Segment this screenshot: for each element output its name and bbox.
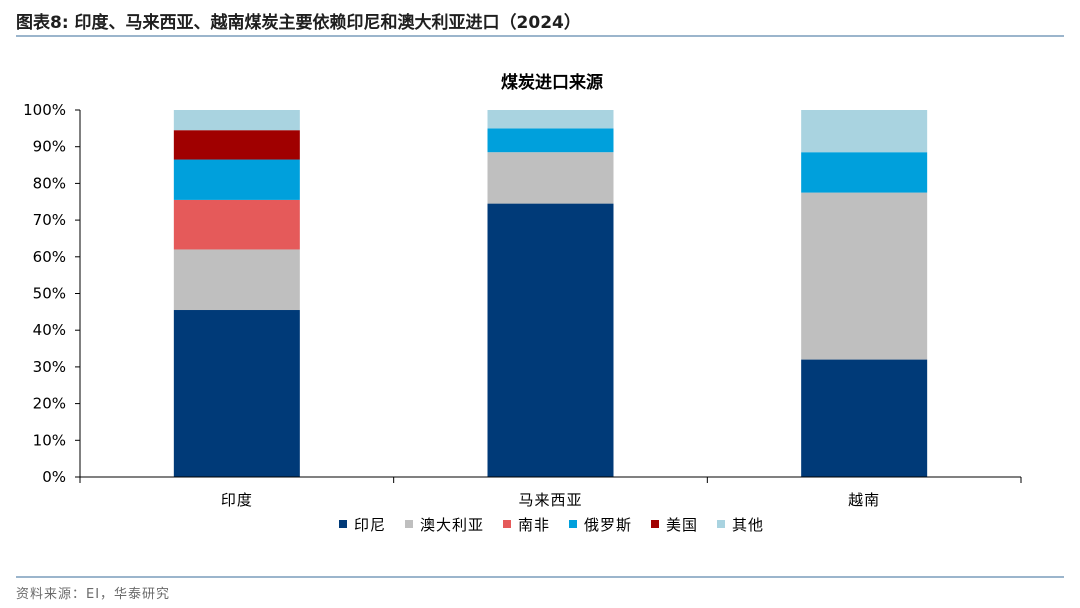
legend-swatch-1 bbox=[405, 520, 413, 528]
y-tick-label: 60% bbox=[33, 248, 66, 266]
chart-title: 煤炭进口来源 bbox=[501, 72, 603, 93]
bar-segment-2-1 bbox=[801, 192, 928, 360]
y-tick-label: 40% bbox=[33, 321, 66, 339]
legend-label-1: 澳大利亚 bbox=[420, 516, 484, 534]
y-tick-label: 90% bbox=[33, 138, 66, 156]
y-tick-label: 70% bbox=[33, 211, 66, 229]
y-tick-label: 30% bbox=[33, 358, 66, 376]
legend-label-2: 南非 bbox=[518, 516, 550, 534]
legend-label-4: 美国 bbox=[666, 516, 698, 534]
y-tick-label: 50% bbox=[33, 285, 66, 303]
x-category-label: 越南 bbox=[848, 491, 880, 509]
x-category-label: 印度 bbox=[221, 491, 253, 509]
y-tick-label: 0% bbox=[42, 468, 66, 486]
bar-segment-0-2 bbox=[173, 199, 300, 250]
bar-segment-2-5 bbox=[801, 110, 928, 153]
legend-swatch-0 bbox=[339, 520, 347, 528]
bar-segment-0-4 bbox=[173, 130, 300, 160]
legend-swatch-2 bbox=[503, 520, 511, 528]
source-note: 资料来源：EI，华泰研究 bbox=[16, 587, 171, 602]
bar-segment-1-3 bbox=[487, 128, 614, 153]
y-tick-label: 100% bbox=[23, 101, 66, 119]
header-divider bbox=[16, 35, 1064, 37]
x-category-label: 马来西亚 bbox=[518, 491, 582, 509]
legend-label-3: 俄罗斯 bbox=[584, 516, 632, 534]
bars-group bbox=[173, 110, 928, 477]
y-tick-label: 80% bbox=[33, 174, 66, 192]
legend-label-5: 其他 bbox=[732, 516, 764, 534]
legend-swatch-3 bbox=[569, 520, 577, 528]
stacked-bar-chart: 煤炭进口来源 0% 10% 20% 30% 40% 50% 60% 70% 80% 90% 100%… bbox=[23, 72, 1022, 534]
bar-segment-2-0 bbox=[801, 359, 928, 477]
legend-swatch-5 bbox=[717, 520, 725, 528]
axes-group: 0% 10% 20% 30% 40% 50% 60% 70% 80% 90% 100% 印度 马来西亚 越… bbox=[23, 101, 1022, 509]
bar-segment-1-5 bbox=[487, 110, 614, 129]
bar-segment-1-0 bbox=[487, 203, 614, 477]
bar-segment-0-5 bbox=[173, 110, 300, 131]
y-tick-label: 10% bbox=[33, 431, 66, 449]
bar-segment-1-1 bbox=[487, 152, 614, 204]
footer-divider bbox=[16, 576, 1064, 578]
bar-segment-0-0 bbox=[173, 310, 300, 477]
legend: 印尼 澳大利亚 南非 俄罗斯 美国 其他 bbox=[339, 516, 764, 534]
y-tick-label: 20% bbox=[33, 395, 66, 413]
bar-segment-0-3 bbox=[173, 159, 300, 200]
legend-swatch-4 bbox=[651, 520, 659, 528]
figure-title: 图表8: 印度、马来西亚、越南煤炭主要依赖印尼和澳大利亚进口（2024） bbox=[16, 13, 581, 33]
bar-segment-0-1 bbox=[173, 249, 300, 311]
legend-label-0: 印尼 bbox=[354, 516, 386, 534]
bar-segment-2-3 bbox=[801, 152, 928, 193]
figure-header: 图表8: 印度、马来西亚、越南煤炭主要依赖印尼和澳大利亚进口（2024） bbox=[16, 6, 1064, 34]
